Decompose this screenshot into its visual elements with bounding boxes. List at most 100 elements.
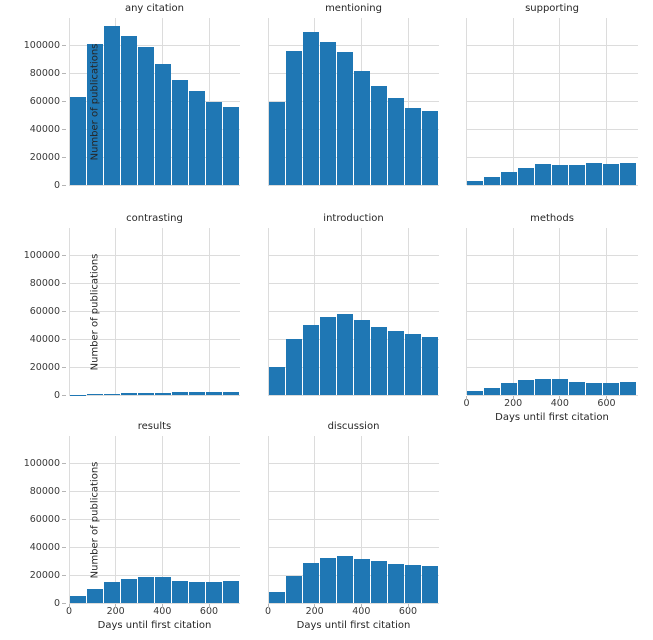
- v-gridline: [360, 436, 362, 603]
- v-gridline: [360, 228, 362, 395]
- histogram-bar: [569, 381, 586, 395]
- y-axis-label: Number of publications: [89, 253, 100, 370]
- facet-title: contrasting: [126, 213, 183, 224]
- v-gridline: [267, 228, 269, 395]
- y-tick-label: 0: [53, 597, 60, 609]
- histogram-bar: [370, 561, 387, 603]
- histogram-bar: [171, 580, 188, 603]
- v-gridline: [68, 18, 70, 185]
- v-gridline: [161, 436, 163, 603]
- y-tick-label: 100000: [23, 458, 60, 470]
- histogram-bar: [353, 319, 370, 395]
- h-gridline: [466, 101, 638, 102]
- x-tick-label: 200: [305, 606, 324, 617]
- h-gridline: [466, 366, 638, 368]
- x-axis-label: Days until first citation: [495, 412, 609, 423]
- facet-contrasting: contrasting 0 20000 40000 60000 80000 100000 Nu…: [24, 213, 240, 401]
- x-tick-mark: [161, 604, 163, 608]
- facet-mentioning: mentioning: [267, 3, 439, 186]
- histogram-bar: [205, 101, 222, 185]
- histogram-bar: [154, 392, 171, 395]
- histogram-bar: [285, 50, 302, 185]
- h-gridline: [466, 394, 638, 396]
- x-tick-mark: [267, 604, 269, 608]
- y-axis-label: Number of publications: [89, 461, 100, 578]
- histogram-bar: [421, 111, 438, 185]
- h-gridline: [268, 101, 439, 102]
- x-tick-label: 400: [352, 606, 371, 617]
- histogram-bar: [586, 383, 603, 395]
- histogram-bar: [222, 391, 239, 395]
- x-tick-label: 400: [153, 606, 172, 617]
- x-tick-label: 200: [504, 398, 523, 409]
- facet-methods: methods 0 200 400 600 Days until first citati…: [463, 213, 638, 423]
- v-gridline: [161, 228, 163, 395]
- histogram-bar: [336, 313, 353, 395]
- h-gridline: [69, 574, 240, 576]
- histogram-bar: [404, 334, 421, 395]
- h-gridline: [69, 338, 240, 340]
- histogram-bar: [603, 163, 620, 185]
- h-gridline: [268, 156, 439, 158]
- h-gridline: [69, 101, 240, 102]
- histogram-bar: [353, 70, 370, 185]
- h-gridline: [69, 283, 240, 285]
- y-tick-label: 0: [53, 389, 60, 401]
- v-gridline: [314, 436, 316, 603]
- histogram-bar: [484, 387, 501, 395]
- v-gridline: [68, 436, 70, 603]
- y-tick-mark: [62, 519, 66, 520]
- x-tick-label: 600: [199, 606, 219, 617]
- histogram-bar: [222, 581, 239, 603]
- h-gridline: [268, 519, 439, 520]
- histogram-bar: [501, 171, 518, 185]
- histogram-bar: [370, 86, 387, 185]
- x-tick-mark: [606, 396, 607, 400]
- facet-title: supporting: [525, 3, 579, 14]
- h-gridline: [69, 184, 240, 186]
- y-tick-label: 60000: [29, 514, 60, 525]
- h-gridline: [268, 338, 439, 340]
- h-gridline: [69, 463, 240, 465]
- y-tick-mark: [62, 101, 66, 102]
- h-gridline: [466, 184, 638, 186]
- h-gridline: [69, 45, 240, 47]
- y-tick-label: 40000: [29, 333, 60, 345]
- h-gridline: [69, 394, 240, 396]
- histogram-bar: [205, 391, 222, 395]
- histogram-bar: [518, 167, 535, 185]
- histogram-bar: [319, 317, 336, 395]
- y-tick-mark: [62, 366, 66, 368]
- y-tick-label: 0: [53, 179, 60, 191]
- y-tick-label: 20000: [29, 569, 60, 581]
- h-gridline: [268, 311, 439, 312]
- y-tick-label: 100000: [23, 40, 60, 52]
- histogram-bar: [484, 176, 501, 185]
- h-gridline: [268, 602, 439, 604]
- histogram-bar: [535, 378, 552, 395]
- v-gridline: [115, 228, 117, 395]
- y-tick-label: 80000: [29, 486, 60, 498]
- facet-title: discussion: [327, 421, 380, 432]
- histogram-bar: [188, 91, 205, 185]
- y-tick-mark: [62, 128, 66, 130]
- y-tick-label: 20000: [29, 361, 60, 373]
- h-gridline: [466, 156, 638, 158]
- histogram-bar: [353, 558, 370, 603]
- histogram-bar: [569, 164, 586, 185]
- x-tick-mark: [314, 604, 316, 608]
- h-gridline: [69, 73, 240, 75]
- histogram-bar: [69, 97, 86, 185]
- h-gridline: [268, 184, 439, 186]
- h-gridline: [268, 574, 439, 576]
- v-gridline: [559, 18, 561, 185]
- v-gridline: [512, 228, 514, 395]
- h-gridline: [268, 366, 439, 368]
- h-gridline: [268, 394, 439, 396]
- v-gridline: [267, 436, 269, 603]
- y-tick-label: 40000: [29, 541, 60, 553]
- x-tick-mark: [360, 604, 362, 608]
- histogram-bar: [404, 107, 421, 185]
- x-tick-mark: [115, 604, 117, 608]
- v-gridline: [407, 228, 409, 395]
